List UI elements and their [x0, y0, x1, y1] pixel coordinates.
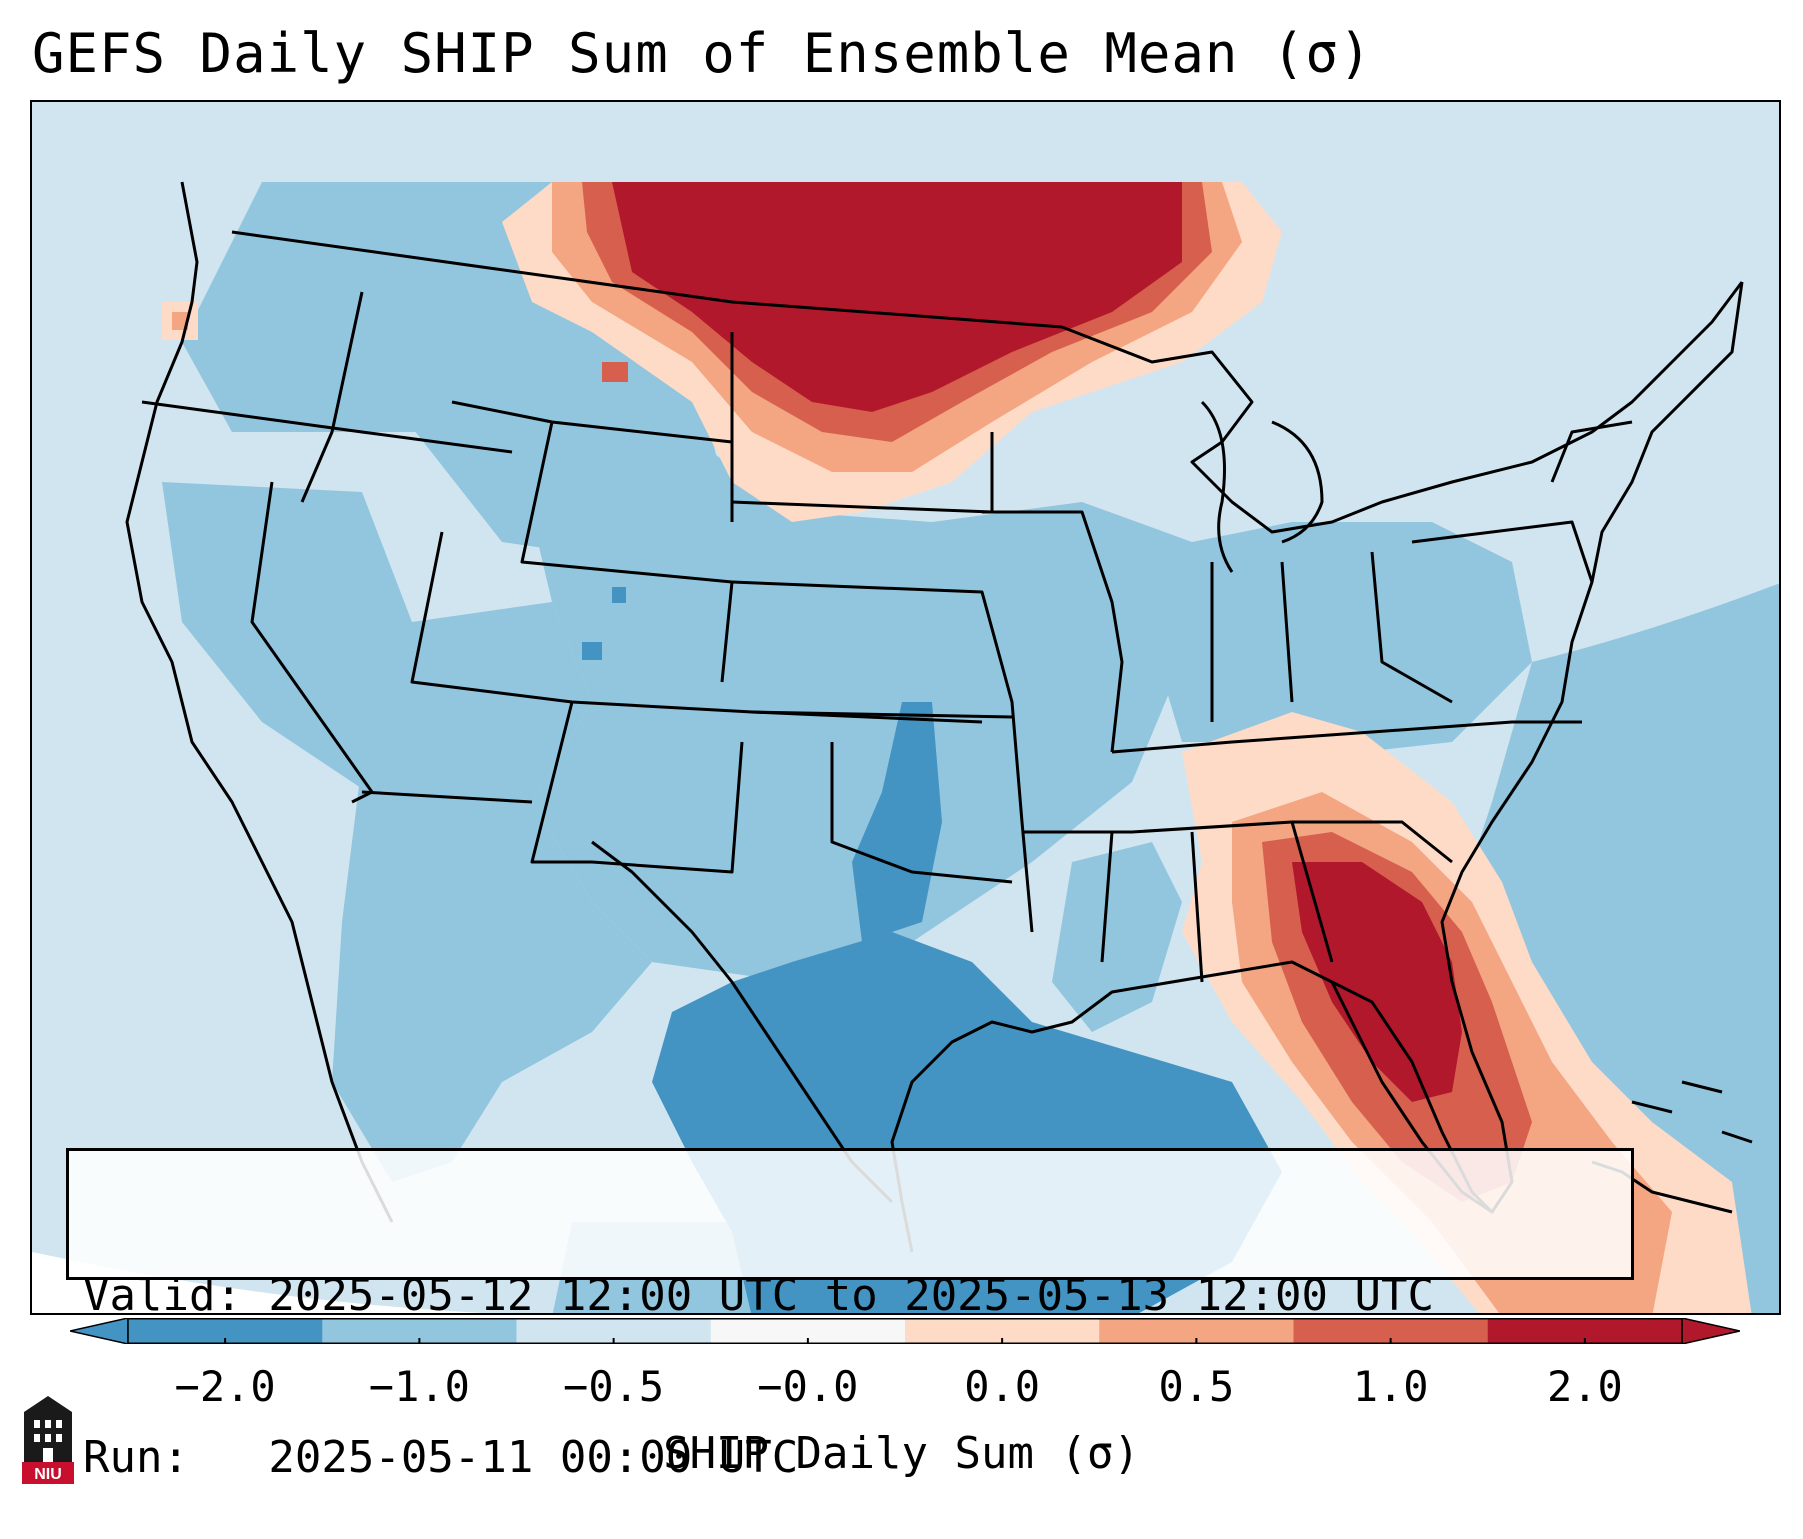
bahamas-1: [1631, 1100, 1673, 1114]
lake-michigan: [1200, 400, 1234, 573]
colorbar-tick-label: 0.5: [1158, 1362, 1235, 1411]
map-title: GEFS Daily SHIP Sum of Ensemble Mean (σ): [32, 22, 1373, 85]
colorbar: [70, 1318, 1740, 1344]
new-england-line: [1550, 420, 1633, 483]
map-panel: [30, 100, 1781, 1315]
oregon-nevada-line: [141, 400, 513, 454]
run-time-text: Run: 2025-05-11 00:00 UTC: [83, 1432, 799, 1483]
pennsylvania-line: [1411, 520, 1594, 583]
colorbar-tick-label: 2.0: [1546, 1362, 1623, 1411]
logo-text: NIU: [34, 1466, 62, 1483]
colorbar-extend-low: [70, 1318, 129, 1344]
colorbar-tick-label: −1.0: [368, 1362, 470, 1411]
atlantic-negative: [1452, 583, 1779, 1313]
great-basin-negative: [162, 482, 592, 802]
bahamas-3: [1721, 1130, 1753, 1144]
colorbar-border: [127, 1318, 1683, 1344]
colorbar-tick-label: −2.0: [174, 1362, 276, 1411]
plains-east-line: [731, 580, 1034, 933]
colorbar-tick-label: 0.0: [964, 1362, 1041, 1411]
colorbar-extend-high: [1681, 1318, 1740, 1344]
colorbar-tick-label: −0.0: [757, 1362, 859, 1411]
ohio-wv-line: [1370, 551, 1453, 704]
oklahoma-texas-line: [830, 742, 1013, 884]
niu-logo: NIU: [22, 1396, 74, 1484]
southwest-negative: [332, 762, 652, 1182]
dakotas-line: [730, 332, 994, 514]
wyoming-colorado-line: [520, 421, 734, 683]
georgia-line: [1290, 821, 1334, 963]
colorado-strong-negative-cell-2: [612, 587, 626, 603]
oklahoma-strong-negative: [852, 702, 942, 942]
idaho-west-line: [300, 291, 364, 503]
ohio-valley-negative: [1092, 522, 1532, 752]
indiana-ohio-line: [1280, 561, 1294, 703]
colorbar-tick-label: 1.0: [1352, 1362, 1429, 1411]
arizona-mexico-line: [361, 790, 533, 804]
pacific-coastline: [125, 181, 394, 1223]
out-of-domain-area: [32, 1252, 484, 1313]
state-boundaries: [125, 181, 1744, 1253]
colorbar-tick-label: −0.5: [563, 1362, 665, 1411]
central-us-negative: [512, 432, 1192, 982]
nevada-line: [250, 481, 374, 804]
bahamas-2: [1681, 1080, 1723, 1094]
kansas-south-line: [751, 710, 1013, 719]
great-lakes-border: [1061, 281, 1744, 534]
valid-run-info-box: Valid: 2025-05-12 12:00 UTC to 2025-05-1…: [66, 1148, 1634, 1483]
iowa-missouri-line: [982, 510, 1124, 753]
mississippi-line: [1100, 831, 1114, 963]
alabama-line: [1190, 831, 1204, 983]
colorbar-label: SHIP Daily Sum (σ): [663, 1428, 1140, 1479]
northern-plains-positive: [162, 182, 1282, 522]
tennessee-north-line: [1111, 720, 1582, 754]
new-mexico-line: [530, 701, 744, 874]
map-canvas: [32, 102, 1779, 1313]
lake-huron: [1271, 420, 1324, 544]
colorado-strong-negative-cell: [582, 642, 602, 660]
valid-time-text: Valid: 2025-05-12 12:00 UTC to 2025-05-1…: [83, 1270, 1435, 1321]
canada-border: [231, 230, 1063, 329]
